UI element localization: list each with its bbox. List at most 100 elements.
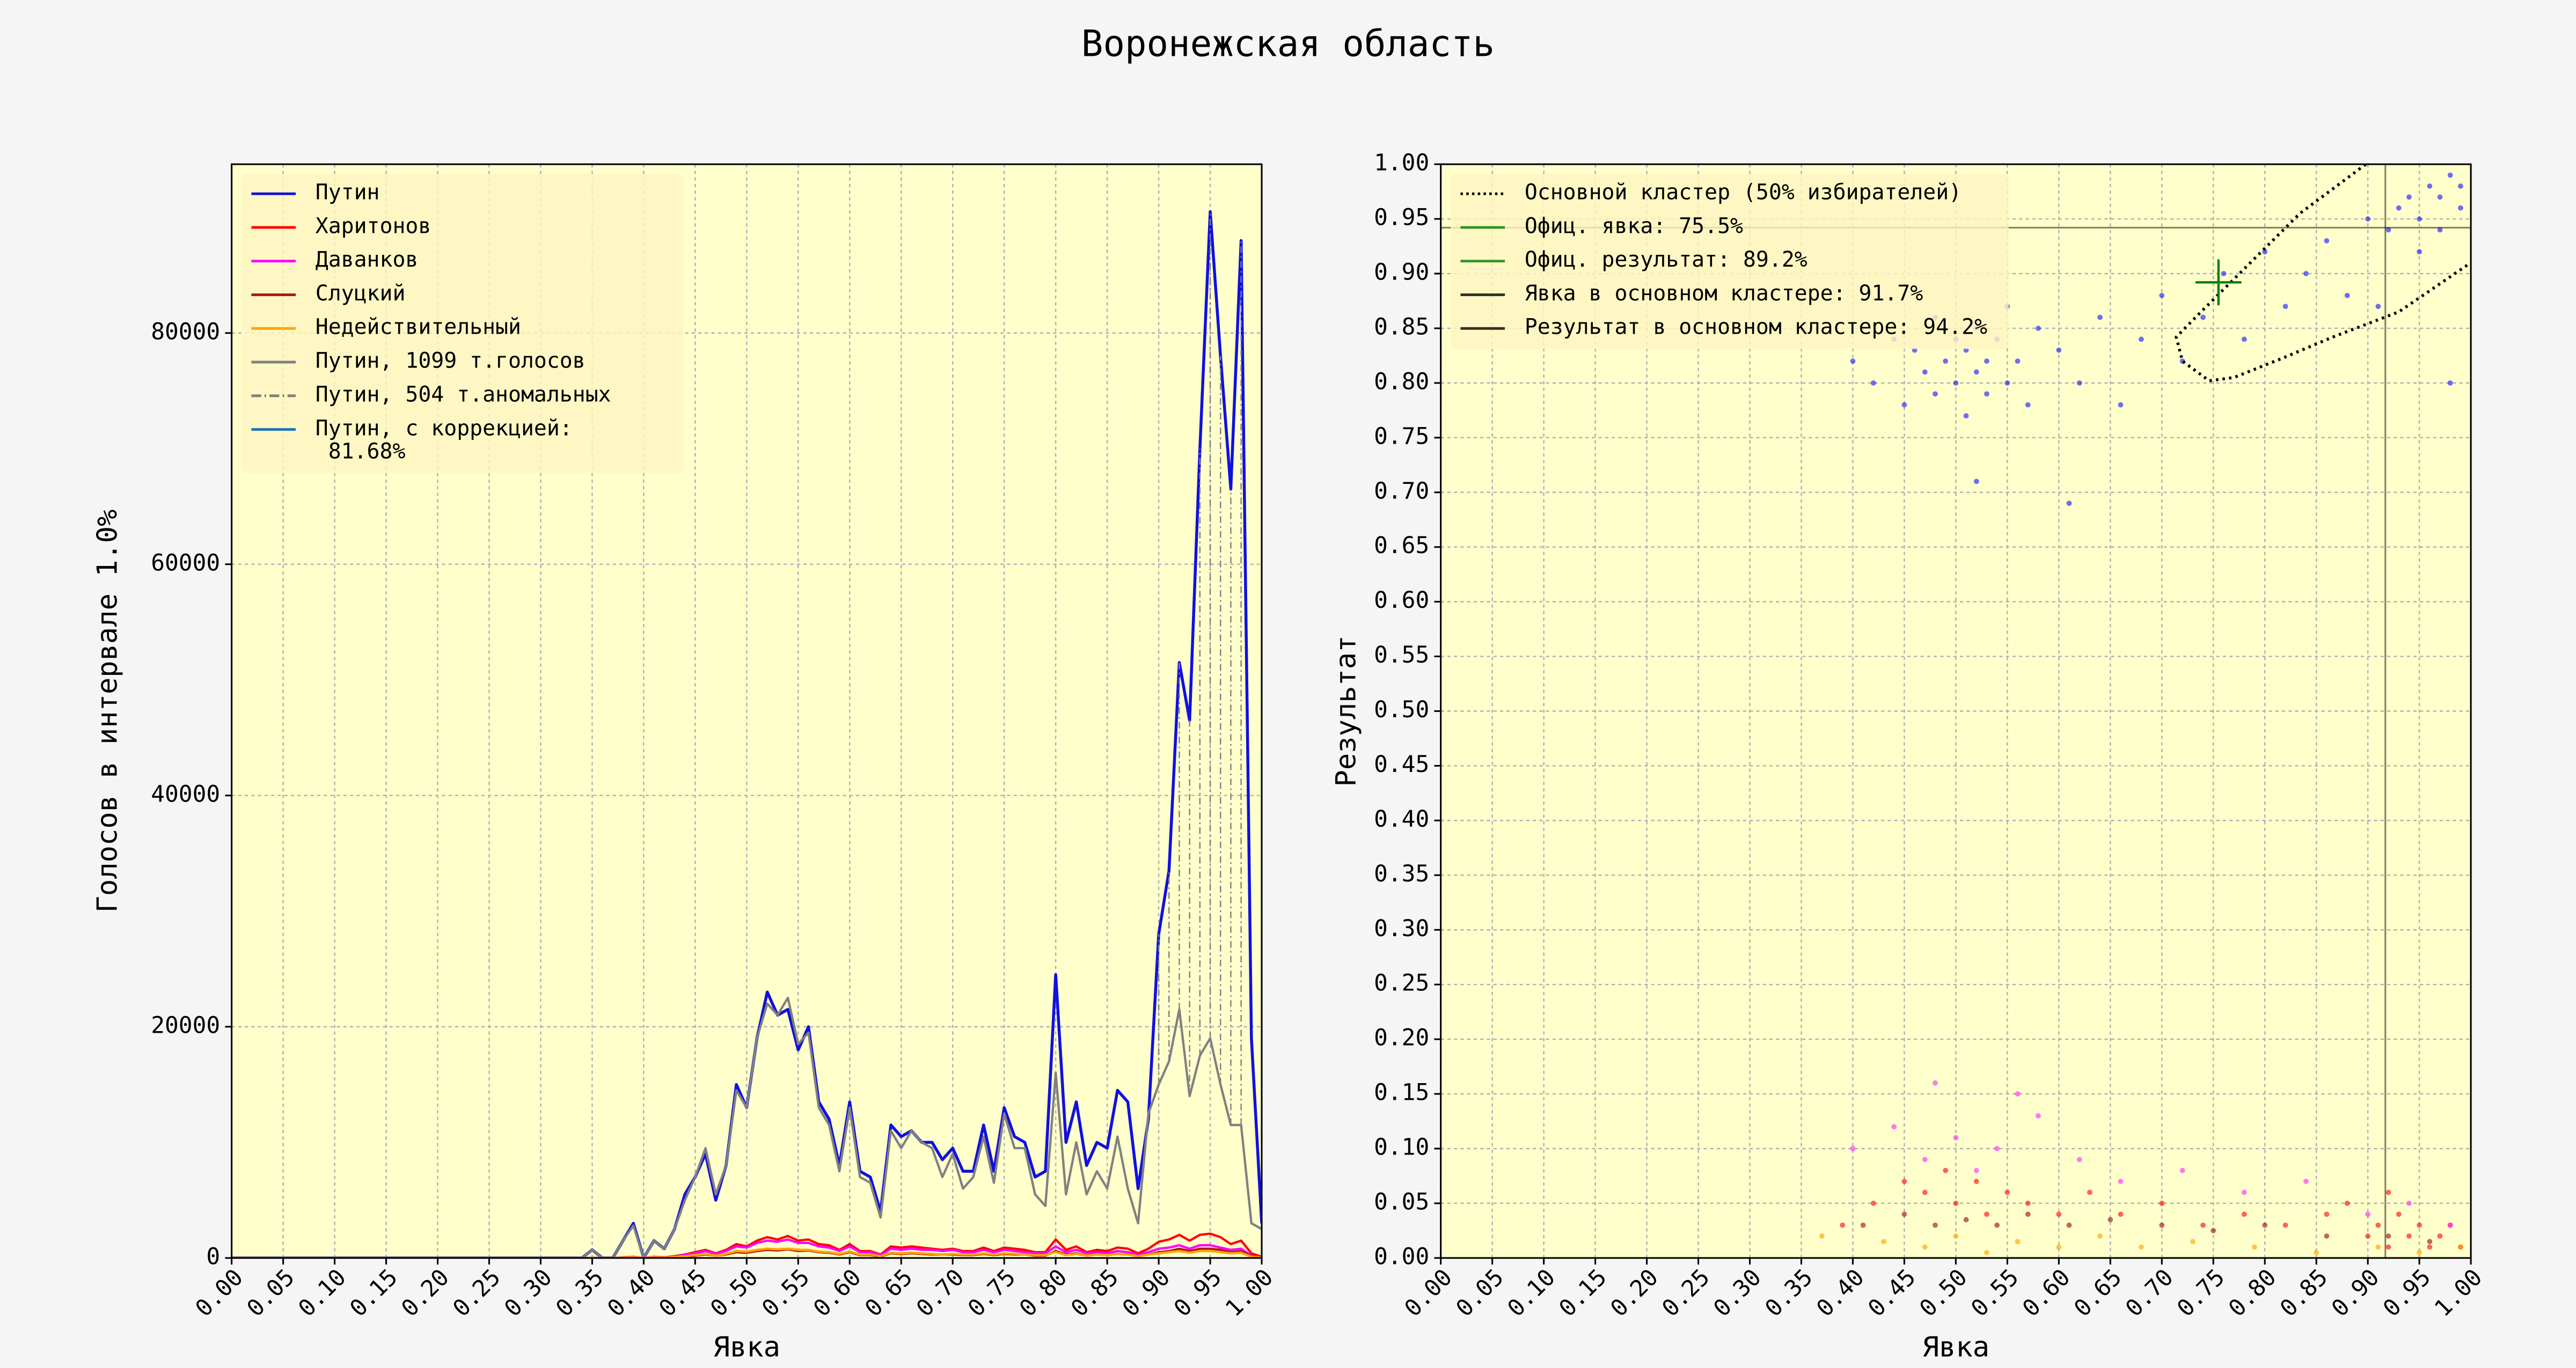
scatter-point <box>2087 1189 2092 1195</box>
scatter-point <box>2417 249 2423 255</box>
y-tick-label: 40000 <box>151 781 220 807</box>
scatter-point <box>1943 1167 1949 1173</box>
y-tick-label: 0.75 <box>1374 423 1429 450</box>
scatter-point <box>2385 1233 2391 1239</box>
legend-label-line: Путин, с коррекцией: <box>316 416 573 440</box>
legend-background <box>241 174 684 473</box>
plot-frame <box>231 163 1263 1259</box>
scatter-point <box>1933 1222 1938 1228</box>
scatter-point <box>1973 479 1979 484</box>
legend-label: Слуцкий <box>316 281 406 306</box>
scatter-point <box>2221 271 2227 276</box>
scatter-point <box>2437 194 2443 200</box>
x-axis-label: Явка <box>713 1332 780 1364</box>
y-tick-label: 0.20 <box>1374 1025 1429 1051</box>
scatter-point <box>2004 1189 2010 1195</box>
y-tick-label: 0.25 <box>1374 970 1429 997</box>
scatter-point <box>1953 1135 1959 1141</box>
y-tick-label: 0.35 <box>1374 860 1429 887</box>
legend-label: Офиц. результат: 89.2% <box>1525 247 1807 272</box>
legend-label: Даванков <box>316 247 419 272</box>
scatter-point <box>2159 1201 2165 1206</box>
y-tick-label: 0.65 <box>1374 532 1429 559</box>
y-tick-label: 0.50 <box>1374 696 1429 723</box>
legend-background <box>1451 174 2009 349</box>
scatter-point <box>1860 1222 1866 1228</box>
scatter-point <box>2118 402 2124 408</box>
legend-label: Офиц. явка: 75.5% <box>1525 214 1743 238</box>
scatter-point <box>2396 205 2402 211</box>
scatter-point <box>2066 501 2072 506</box>
y-axis-label: Голосов в интервале 1.0% <box>91 510 123 913</box>
scatter-point <box>1984 1249 1989 1255</box>
scatter-point <box>1881 1239 1886 1245</box>
scatter-point <box>2282 1222 2288 1228</box>
scatter-point <box>1891 1124 1897 1130</box>
scatter-point <box>2406 1201 2412 1206</box>
scatter-point <box>2303 271 2309 276</box>
y-tick-label: 0.30 <box>1374 915 1429 942</box>
legend-label: Недействительный <box>316 315 521 340</box>
scatter-point <box>2447 172 2453 178</box>
scatter-point <box>2015 1239 2021 1245</box>
y-tick-label: 0.95 <box>1374 204 1429 231</box>
scatter-point <box>2375 1222 2381 1228</box>
y-tick-label: 0.15 <box>1374 1079 1429 1106</box>
scatter-point <box>1901 402 1907 408</box>
scatter-point <box>2025 402 2031 408</box>
scatter-point <box>2447 1222 2453 1228</box>
scatter-point <box>2406 194 2412 200</box>
scatter-point <box>2427 1239 2433 1245</box>
scatter-point <box>2457 1244 2463 1250</box>
x-axis-label: Явка <box>1922 1332 1989 1364</box>
scatter-point <box>1973 1167 1979 1173</box>
legend-label: Харитонов <box>316 214 431 238</box>
scatter-point <box>2056 347 2062 353</box>
y-tick-label: 0.00 <box>1374 1243 1429 1270</box>
scatter-point <box>2241 336 2247 342</box>
scatter-point <box>1901 1211 1907 1217</box>
scatter-point <box>2324 1233 2330 1239</box>
scatter-point <box>1922 1189 1928 1195</box>
scatter-point <box>1870 1201 1876 1206</box>
scatter-point <box>2159 292 2165 298</box>
scatter-point <box>2417 1222 2423 1228</box>
legend: Путин Харитонов Даванков Слуцкий Недействите… <box>241 174 684 473</box>
scatter-point <box>2457 205 2463 211</box>
scatter-point <box>2118 1179 2124 1185</box>
legend-label: Основной кластер (50% избирателей) <box>1525 180 1962 205</box>
scatter-point <box>2107 1217 2113 1223</box>
legend-label-line: 81.68% <box>316 439 406 464</box>
y-tick-label: 60000 <box>151 549 220 576</box>
scatter-point <box>2200 1222 2206 1228</box>
y-tick-label: 0.60 <box>1374 587 1429 614</box>
scatter-point <box>2303 1179 2309 1185</box>
series-line <box>231 996 1262 1258</box>
cluster-contour <box>2175 164 2471 383</box>
legend-label: Путин, с коррекцией: 81.68% <box>316 416 573 464</box>
legend: Основной кластер (50% избирателей) Офиц. … <box>1451 174 2009 349</box>
scatter-point <box>2437 227 2443 233</box>
scatter-point <box>2200 314 2206 320</box>
scatter-point <box>1973 369 1979 375</box>
scatter-point <box>1963 1217 1969 1223</box>
scatter-point <box>2252 1244 2257 1250</box>
y-tick-label: 0.10 <box>1374 1134 1429 1161</box>
scatter-point <box>2118 1211 2124 1217</box>
scatter-point <box>2097 1233 2103 1239</box>
scatter-point <box>2365 216 2371 222</box>
y-tick-label: 0 <box>206 1243 220 1270</box>
scatter-point <box>1850 358 1856 364</box>
scatter-point <box>1953 1201 1959 1206</box>
scatter-point <box>2159 1222 2165 1228</box>
chart: 0.000.050.100.150.200.250.300.350.400.45… <box>91 163 1278 1364</box>
scatter-point <box>2066 1222 2072 1228</box>
figure-title: Воронежская область <box>1081 22 1495 64</box>
y-tick-label: 1.00 <box>1374 150 1429 176</box>
scatter-point <box>1994 1146 2000 1151</box>
plot-area <box>231 210 1262 1258</box>
scatter-point <box>2025 1211 2031 1217</box>
scatter-point <box>2437 1233 2443 1239</box>
legend-label: Результат в основном кластере: 94.2% <box>1525 315 1987 340</box>
